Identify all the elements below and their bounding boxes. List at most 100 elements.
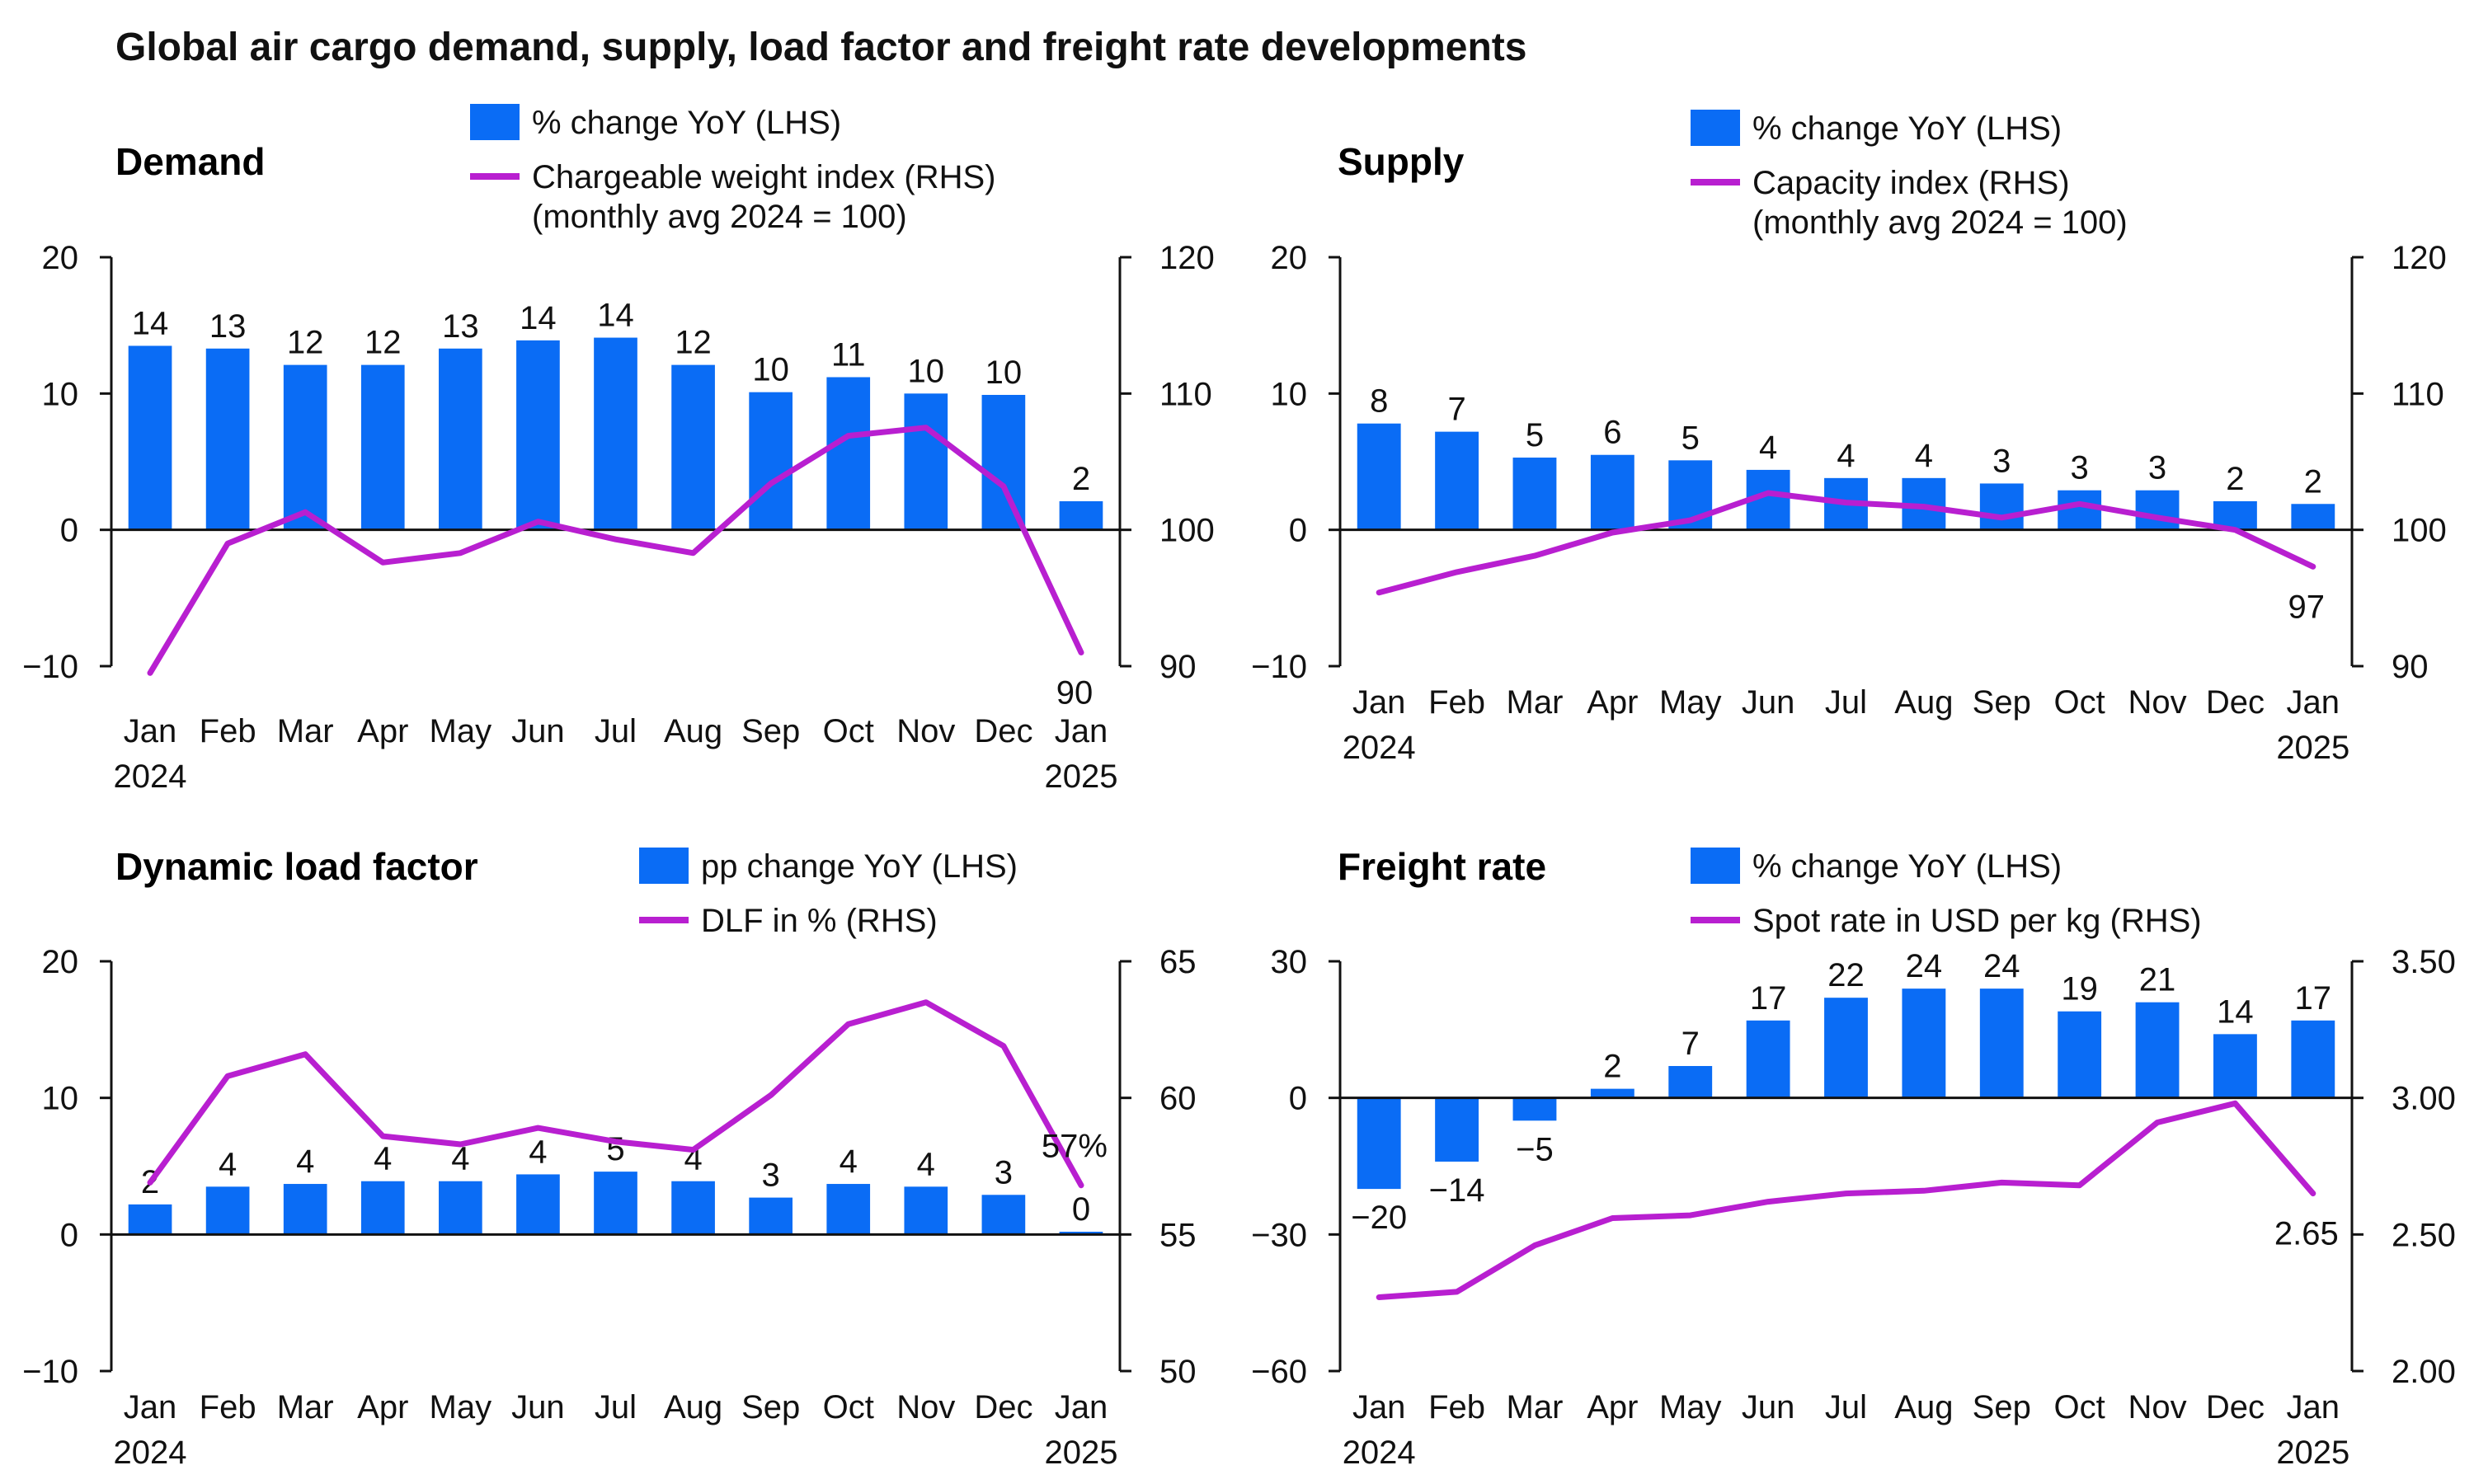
- freight-category-label: Jan: [1352, 1389, 1406, 1425]
- supply-bar-label: 4: [1759, 430, 1777, 466]
- freight-category-label: Mar: [1507, 1389, 1564, 1425]
- freight-legend-bar-swatch: [1691, 848, 1740, 884]
- supply-category-label: May: [1659, 684, 1722, 721]
- supply-legend-line: Capacity index (RHS): [1752, 165, 2070, 201]
- demand-legend-note: (monthly avg 2024 = 100): [532, 199, 907, 235]
- demand-left-tick-label: 0: [60, 513, 78, 549]
- supply-bar-label: 7: [1447, 392, 1465, 428]
- freight-category-label: Jan: [2287, 1389, 2340, 1425]
- freight-bar: [2213, 1034, 2257, 1098]
- supply-category-label: Oct: [2054, 684, 2105, 721]
- supply-bar: [1435, 431, 1479, 530]
- dlf-right-tick-label: 60: [1159, 1081, 1197, 1117]
- supply-line-point: [2157, 516, 2159, 519]
- demand-line-point: [924, 426, 927, 429]
- supply-right-tick-label: 110: [2392, 376, 2444, 412]
- demand-bar: [981, 394, 1026, 530]
- demand-year-start: 2024: [114, 758, 187, 795]
- supply-bar: [1979, 483, 2024, 530]
- dlf-left-tick-label: −10: [22, 1354, 78, 1390]
- supply-bar-label: 2: [2226, 461, 2244, 497]
- dlf-line-point: [692, 1148, 694, 1151]
- freight-right-tick-label: 2.00: [2392, 1354, 2456, 1390]
- dlf-category-label: Dec: [974, 1389, 1032, 1425]
- demand-category-label: Dec: [974, 713, 1032, 749]
- demand-line-point: [304, 511, 307, 514]
- demand-bar: [594, 337, 637, 530]
- supply-legend-bar-swatch: [1691, 110, 1740, 146]
- dlf-bar: [749, 1197, 793, 1235]
- dlf-line-point: [769, 1094, 772, 1097]
- dlf-bar: [594, 1172, 637, 1235]
- supply-bar-label: 2: [2304, 463, 2322, 500]
- supply-left-tick-label: 10: [1271, 376, 1308, 412]
- supply-bar: [2135, 490, 2180, 530]
- freight-bar: [1357, 1097, 1401, 1190]
- supply-panel-title: Supply: [1338, 140, 1465, 183]
- freight-category-label: Oct: [2054, 1389, 2105, 1425]
- supply-bar-label: 8: [1370, 383, 1388, 420]
- freight-line-point: [1922, 1190, 1925, 1192]
- demand-bar-label: 14: [132, 305, 169, 341]
- dlf-bar-label: 3: [995, 1154, 1013, 1190]
- dlf-line-point: [537, 1127, 539, 1129]
- dlf-left-tick-label: 10: [42, 1081, 79, 1117]
- freight-bar: [2058, 1011, 2102, 1098]
- demand-line-point: [227, 542, 229, 545]
- demand-line-point: [614, 538, 617, 541]
- freight-bar: [1979, 989, 2024, 1098]
- dlf-bar-label: 4: [219, 1146, 237, 1182]
- freight-category-label: Dec: [2206, 1389, 2265, 1425]
- freight-line-point: [1611, 1217, 1614, 1219]
- demand-bar-label: 14: [520, 300, 557, 336]
- dlf-bar-label: 4: [451, 1141, 469, 1177]
- demand-legend-bars: % change YoY (LHS): [532, 105, 841, 141]
- dlf-year-start: 2024: [114, 1435, 187, 1471]
- freight-line-point: [1456, 1290, 1458, 1293]
- demand-bar: [826, 377, 871, 530]
- demand-right-tick-label: 110: [1159, 376, 1212, 412]
- dlf-line-point: [227, 1075, 229, 1078]
- freight-category-label: Apr: [1587, 1389, 1638, 1425]
- dlf-line-point: [924, 1001, 927, 1003]
- supply-line-point: [2312, 566, 2314, 568]
- freight-left-tick-label: 30: [1271, 944, 1308, 980]
- freight-bar-label: −20: [1351, 1200, 1407, 1236]
- dlf-category-label: Sep: [741, 1389, 800, 1425]
- dlf-category-label: Aug: [664, 1389, 722, 1425]
- freight-bar-label: 14: [2217, 993, 2254, 1030]
- supply-legend-bars: % change YoY (LHS): [1752, 110, 2062, 147]
- dlf-right-tick-label: 55: [1159, 1217, 1197, 1253]
- dlf-category-label: Jan: [1055, 1389, 1108, 1425]
- demand-bar-label: 12: [675, 325, 712, 361]
- supply-line-point: [1456, 571, 1458, 573]
- demand-category-label: Jan: [1055, 713, 1108, 749]
- freight-left-tick-label: 0: [1289, 1081, 1307, 1117]
- supply-category-label: Jul: [1825, 684, 1867, 721]
- dlf-legend-bar-swatch: [639, 848, 689, 884]
- supply-bar-label: 3: [1992, 443, 2011, 479]
- freight-line-point: [1533, 1244, 1536, 1247]
- demand-bar: [1059, 500, 1103, 530]
- demand-bar: [904, 393, 948, 530]
- freight-left-tick-label: −60: [1251, 1354, 1307, 1390]
- dlf-bar: [981, 1195, 1026, 1235]
- freight-year-start: 2024: [1343, 1435, 1416, 1471]
- dlf-category-label: Jun: [511, 1389, 565, 1425]
- dlf-line-point: [304, 1053, 307, 1055]
- supply-line-point: [1533, 555, 1536, 557]
- dlf-category-label: Nov: [896, 1389, 955, 1425]
- freight-line-point: [1767, 1200, 1770, 1203]
- dlf-line-point: [1079, 1184, 1082, 1186]
- demand-category-label: Oct: [823, 713, 874, 749]
- freight-right-tick-label: 3.50: [2392, 944, 2456, 980]
- dlf-category-label: Mar: [277, 1389, 334, 1425]
- supply-bar-label: 5: [1526, 417, 1544, 453]
- dlf-bar: [671, 1181, 715, 1235]
- demand-right-tick-label: 120: [1159, 240, 1215, 276]
- demand-bar: [128, 345, 172, 530]
- demand-right-tick-label: 90: [1159, 649, 1197, 685]
- supply-line-end-label: 97: [2288, 589, 2326, 625]
- freight-bar-label: −5: [1516, 1131, 1554, 1167]
- freight-bar-label: 2: [1603, 1049, 1621, 1085]
